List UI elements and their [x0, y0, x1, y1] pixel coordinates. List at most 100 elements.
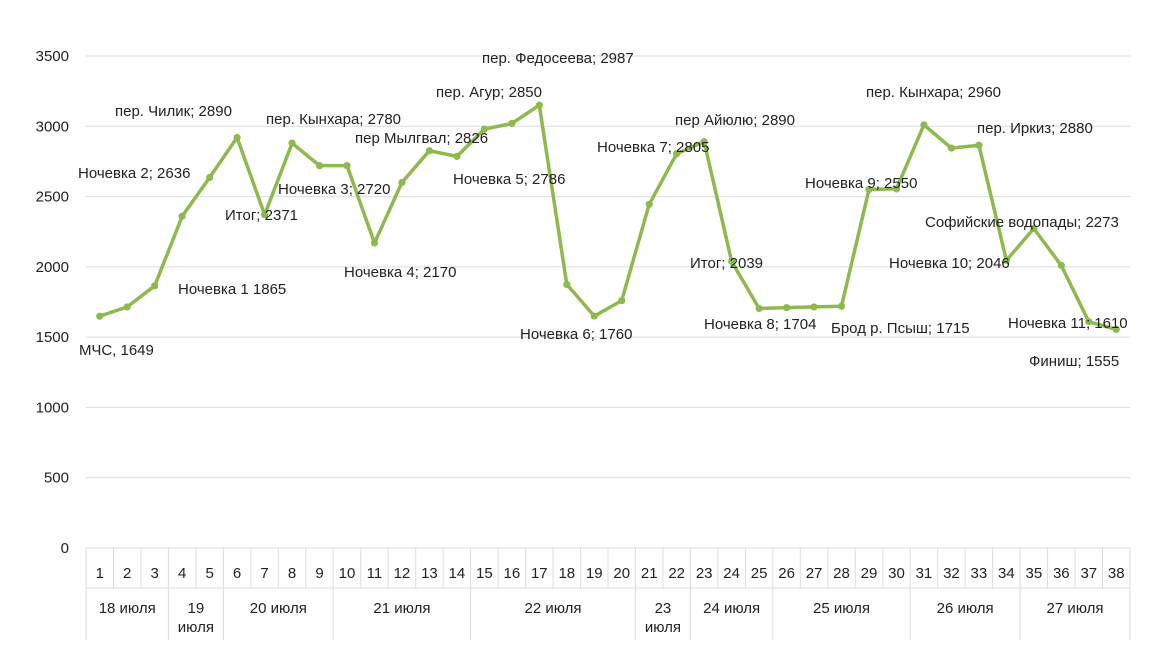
- data-label: Ночевка 7; 2805: [597, 139, 709, 156]
- x-tick-label: 8: [288, 565, 296, 582]
- data-point: [206, 173, 214, 182]
- data-label: Ночевка 6; 1760: [520, 326, 632, 343]
- data-label: Ночевка 4; 2170: [344, 264, 456, 281]
- data-point: [728, 257, 736, 265]
- x-tick-label: 12: [394, 565, 411, 582]
- data-point: [673, 150, 681, 158]
- data-point: [975, 141, 983, 149]
- x-tick-label: 21: [641, 565, 658, 582]
- data-point: [123, 303, 131, 311]
- x-tick-label: 25: [751, 565, 768, 582]
- y-tick-label: 3500: [36, 48, 69, 65]
- group-label: 20 июля: [250, 600, 307, 617]
- data-label: пер. Иркиз; 2880: [977, 120, 1093, 137]
- x-tick-label: 20: [613, 565, 630, 582]
- data-label: пер. Федосеева; 2987: [482, 50, 634, 67]
- data-point: [810, 303, 818, 311]
- x-tick-label: 34: [998, 565, 1015, 582]
- x-tick-label: 23: [696, 565, 713, 582]
- data-point: [315, 162, 324, 170]
- data-point: [645, 200, 653, 208]
- data-point: [865, 185, 873, 194]
- y-tick-label: 1000: [36, 399, 69, 416]
- x-tick-label: 2: [123, 565, 131, 582]
- data-label: пер Айюлю; 2890: [675, 112, 795, 129]
- x-tick-label: 14: [449, 565, 466, 582]
- data-point: [892, 185, 901, 193]
- data-point: [288, 139, 296, 147]
- data-label: Ночевка 3; 2720: [278, 181, 390, 198]
- y-tick-label: 3000: [36, 118, 69, 135]
- data-label: Ночевка 5; 2786: [453, 171, 565, 188]
- data-point: [178, 212, 186, 220]
- x-tick-label: 32: [943, 565, 960, 582]
- data-label: пер. Агур; 2850: [436, 84, 542, 101]
- data-point: [920, 121, 928, 129]
- x-tick-label: 26: [778, 565, 795, 582]
- data-label: Ночевка 2; 2636: [78, 165, 190, 182]
- data-point: [1057, 261, 1065, 270]
- y-tick-label: 2000: [36, 259, 69, 276]
- data-point: [700, 138, 708, 146]
- data-point: [837, 302, 846, 310]
- x-tick-label: 24: [723, 565, 740, 582]
- x-tick-label: 10: [339, 565, 356, 582]
- x-tick-label: 3: [151, 565, 159, 582]
- data-label: Ночевка 1 1865: [178, 281, 286, 298]
- x-tick-label: 4: [178, 565, 186, 582]
- data-label: пер. Чилик; 2890: [115, 103, 232, 120]
- x-tick-label: 5: [205, 565, 213, 582]
- data-label: Ночевка 11; 1610: [1008, 315, 1128, 332]
- data-point: [96, 312, 104, 320]
- x-tick-label: 18: [558, 565, 575, 582]
- group-label: 24 июля: [703, 600, 760, 617]
- x-tick-label: 33: [971, 565, 988, 582]
- group-label: 27 июля: [1047, 600, 1104, 617]
- x-tick-label: 13: [421, 565, 438, 582]
- data-label: Итог; 2371: [225, 207, 298, 224]
- y-tick-label: 2500: [36, 189, 69, 206]
- data-point: [480, 125, 488, 133]
- y-tick-label: 0: [61, 540, 69, 557]
- data-point: [563, 280, 571, 289]
- group-label: 22 июля: [525, 600, 582, 617]
- x-tick-label: 19: [586, 565, 603, 582]
- data-point: [535, 101, 543, 109]
- data-label: пер. Кынхара; 2780: [266, 111, 401, 128]
- x-tick-label: 1: [96, 565, 104, 582]
- data-label: Финиш; 1555: [1029, 353, 1119, 370]
- x-tick-label: 15: [476, 565, 493, 582]
- x-tick-label: 29: [861, 565, 878, 582]
- x-tick-label: 28: [833, 565, 850, 582]
- group-label: 23 июля: [645, 600, 681, 636]
- y-axis: 0 500 1000 1500 2000 2500 3000 3500: [36, 48, 69, 557]
- data-label: МЧС, 1649: [79, 342, 154, 359]
- data-label: Ночевка 8; 1704: [704, 316, 816, 333]
- x-tick-label: 11: [367, 565, 383, 582]
- x-tick-label: 22: [668, 565, 685, 582]
- data-point: [508, 119, 516, 128]
- x-tick-label: 36: [1053, 565, 1070, 582]
- x-tick-label: 16: [503, 565, 520, 582]
- x-axis-table: 1 2 3 4 5 6 7 8 9 10 11 12 13 14 15 16 17 18 19 20 21 22 23 24 2…: [85, 547, 1131, 640]
- group-label: 21 июля: [373, 600, 430, 617]
- group-label: 18 июля: [99, 600, 156, 617]
- data-label: Итог; 2039: [690, 255, 763, 272]
- x-tick-label: 27: [806, 565, 823, 582]
- x-tick-label: 30: [888, 565, 905, 582]
- y-tick-label: 500: [44, 470, 69, 487]
- data-label: пер. Кынхара; 2960: [866, 84, 1001, 101]
- data-point: [453, 152, 461, 160]
- x-tick-label: 7: [260, 565, 268, 582]
- data-label: Ночевка 9; 2550: [805, 175, 917, 192]
- series-elevation: [96, 101, 1120, 334]
- data-label: Брод р. Псыш; 1715: [831, 320, 970, 337]
- data-labels: МЧС, 1649 Ночевка 1 1865 Ночевка 2; 2636 пе…: [78, 50, 1128, 370]
- x-tick-label: 6: [233, 565, 241, 582]
- x-tick-label: 37: [1080, 565, 1097, 582]
- data-point: [618, 296, 626, 305]
- data-point: [233, 133, 241, 142]
- data-point: [755, 304, 763, 313]
- data-point: [151, 282, 159, 290]
